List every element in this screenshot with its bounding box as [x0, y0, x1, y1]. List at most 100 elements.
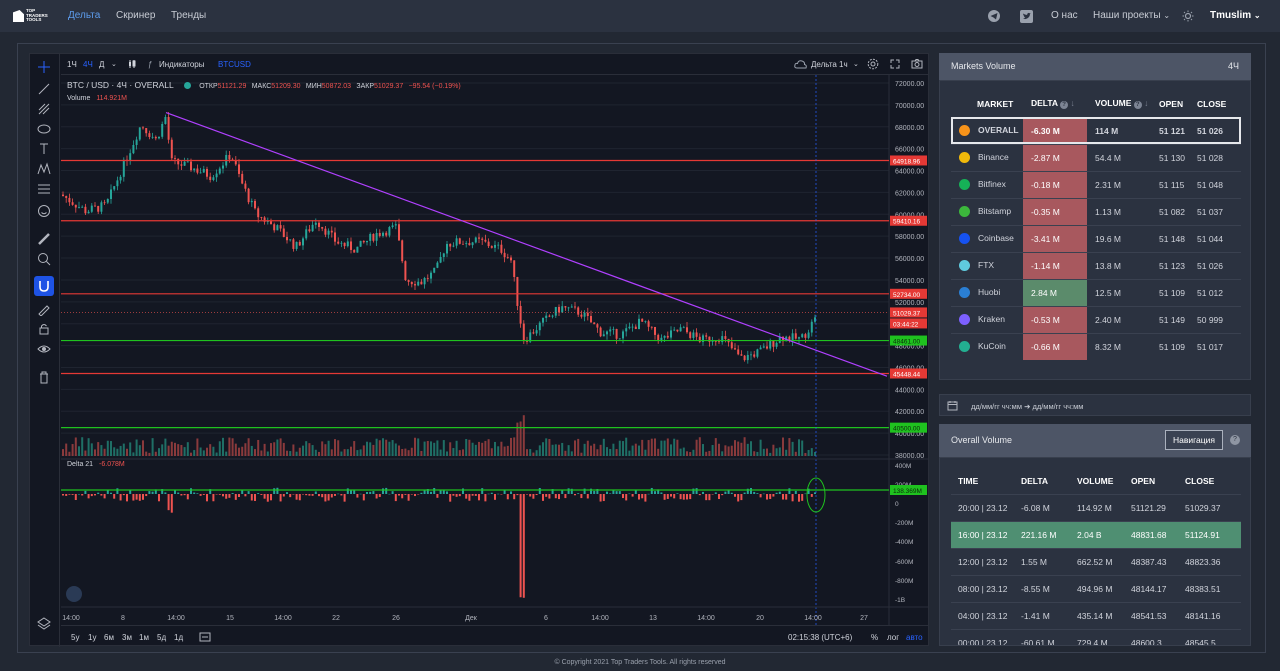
overall-row[interactable]: 20:00 | 23.12 -6.08 M 114.92 M 51121.29 5102… — [951, 493, 1241, 521]
prediction-icon[interactable] — [37, 182, 51, 196]
range-6m[interactable]: 6м — [104, 633, 114, 642]
price-chart[interactable]: 72000.00 70000.00 68000.00 66000.00 64000.00… — [61, 75, 928, 625]
candle-type-icon[interactable] — [127, 59, 137, 69]
nav-trends[interactable]: Тренды — [171, 10, 207, 21]
fullscreen-icon[interactable] — [890, 59, 900, 69]
nav-about[interactable]: О нас — [1051, 10, 1078, 21]
emoji-icon[interactable] — [37, 204, 51, 218]
username: Tmuslim — [1210, 10, 1252, 21]
help-icon[interactable]: ? — [1133, 101, 1142, 110]
date-range-icon[interactable] — [199, 632, 211, 642]
market-row[interactable]: Bitstamp -0.35 M 1.13 M 51 082 51 037 — [951, 197, 1241, 225]
pattern-icon[interactable] — [37, 162, 51, 176]
market-close: 50 999 — [1197, 305, 1241, 333]
eye-icon[interactable] — [37, 342, 51, 356]
camera-icon[interactable] — [911, 58, 923, 69]
market-row[interactable]: Binance -2.87 M 54.4 M 51 130 51 028 — [951, 143, 1241, 171]
shape-icon[interactable] — [37, 122, 51, 136]
percent-toggle[interactable]: % — [871, 633, 879, 642]
overall-row[interactable]: 16:00 | 23.12 221.16 M 2.04 B 48831.68 51124… — [951, 520, 1241, 548]
overall-row[interactable]: 12:00 | 23.12 1.55 M 662.52 M 48387.43 48823… — [951, 547, 1241, 575]
help-icon[interactable]: ? — [1230, 435, 1240, 445]
candle-body — [174, 158, 176, 159]
volume-bar — [276, 439, 279, 456]
delta-bar — [263, 494, 266, 499]
col-delta[interactable]: DELTA ? ↓ — [1023, 91, 1087, 117]
overall-time: 12:00 | 23.12 — [951, 547, 1021, 575]
indicators-button[interactable]: Индикаторы — [159, 60, 205, 69]
candle-body — [270, 221, 272, 225]
overall-row[interactable]: 00:00 | 23.12 -60.61 M 729.4 M 48600.3 48545… — [951, 628, 1241, 645]
market-row[interactable]: FTX -1.14 M 13.8 M 51 123 51 026 — [951, 251, 1241, 279]
telegram-icon[interactable] — [988, 10, 1000, 22]
clock[interactable]: 02:15:38 (UTC+6) — [788, 633, 853, 642]
market-name: OVERALL — [978, 124, 1019, 135]
date-range-input[interactable]: дд/мм/гг чч:мм ➔ дд/мм/гг чч:мм — [971, 402, 1084, 411]
delta-bar — [311, 494, 314, 496]
candle-body — [705, 335, 708, 337]
ruler-icon[interactable] — [37, 232, 51, 246]
range-1d[interactable]: 1д — [174, 633, 184, 642]
chart-area[interactable]: 72000.00 70000.00 68000.00 66000.00 64000.00… — [61, 75, 928, 625]
candle-body — [426, 277, 429, 279]
template-dropdown[interactable]: Дельта 1ч — [811, 60, 848, 69]
candle-body — [526, 341, 528, 342]
candle-body — [209, 176, 212, 180]
market-row[interactable]: OVERALL -6.30 M 114 M 51 121 51 026 — [951, 116, 1241, 144]
volume-bar — [314, 449, 317, 456]
volume-bar — [103, 448, 106, 456]
interval-day[interactable]: Д — [99, 60, 105, 69]
layers-icon[interactable] — [37, 616, 51, 630]
market-open: 51 109 — [1159, 278, 1197, 306]
trend-line-icon[interactable] — [37, 82, 51, 96]
zoom-icon[interactable] — [37, 252, 51, 266]
log-toggle[interactable]: лог — [887, 633, 900, 642]
nav-screener[interactable]: Скринер — [116, 10, 156, 21]
date-range-picker[interactable]: дд/мм/гг чч:мм ➔ дд/мм/гг чч:мм — [939, 394, 1251, 416]
delta-bar — [711, 494, 714, 495]
range-1y[interactable]: 1y — [88, 633, 97, 642]
volume-bar — [385, 439, 388, 456]
delta-bar — [142, 494, 144, 500]
range-3m[interactable]: 3м — [122, 633, 132, 642]
market-row[interactable]: KuCoin -0.66 M 8.32 M 51 109 51 017 — [951, 332, 1241, 360]
auto-toggle[interactable]: авто — [906, 633, 923, 642]
lock-drawings-pencil-icon[interactable] — [37, 302, 51, 316]
trash-icon[interactable] — [37, 370, 51, 384]
market-row[interactable]: Coinbase -3.41 M 19.6 M 51 148 51 044 — [951, 224, 1241, 252]
market-name: Bitfinex — [978, 178, 1006, 189]
nav-projects[interactable]: Наши проекты ⌄ — [1093, 0, 1170, 32]
market-open: 51 082 — [1159, 197, 1197, 225]
logo[interactable]: TOP TRADERS TOOLS — [13, 8, 51, 23]
twitter-icon[interactable] — [1020, 10, 1033, 23]
crosshair-icon[interactable] — [37, 60, 51, 74]
market-row[interactable]: Huobi 2.84 M 12.5 M 51 109 51 012 — [951, 278, 1241, 306]
text-icon[interactable] — [37, 142, 51, 156]
candle-body — [794, 333, 797, 339]
theme-toggle-sun-icon[interactable] — [1182, 10, 1194, 22]
range-5y[interactable]: 5y — [71, 633, 80, 642]
help-icon[interactable]: ? — [1060, 101, 1069, 110]
range-1m[interactable]: 1м — [139, 633, 149, 642]
interval-1h[interactable]: 1Ч — [67, 60, 77, 69]
user-menu[interactable]: Tmuslim ⌄ — [1210, 0, 1261, 32]
delta-bar — [340, 494, 343, 496]
nav-delta[interactable]: Дельта — [68, 10, 101, 21]
symbol-label[interactable]: BTCUSD — [218, 60, 251, 69]
settings-gear-icon[interactable] — [867, 58, 879, 70]
price-axis-tick: 56000.00 — [895, 256, 924, 263]
magnet-button[interactable] — [34, 276, 54, 296]
navigation-button[interactable]: Навигация — [1165, 430, 1223, 450]
interval-4h[interactable]: 4Ч — [83, 60, 93, 69]
interval-dropdown-chevron-icon[interactable]: ⌄ — [111, 61, 117, 68]
range-5d[interactable]: 5д — [157, 633, 167, 642]
col-volume[interactable]: VOLUME ? ↓ — [1087, 91, 1159, 117]
delta-bar — [388, 493, 391, 495]
market-row[interactable]: Kraken -0.53 M 2.40 M 51 149 50 999 — [951, 305, 1241, 333]
market-row[interactable]: Bitfinex -0.18 M 2.31 M 51 115 51 048 — [951, 170, 1241, 198]
overall-row[interactable]: 04:00 | 23.12 -1.41 M 435.14 M 48541.53 4814… — [951, 601, 1241, 629]
lock-icon[interactable] — [37, 322, 51, 336]
fib-icon[interactable] — [37, 102, 51, 116]
overall-row[interactable]: 08:00 | 23.12 -8.55 M 494.96 M 48144.17 4838… — [951, 574, 1241, 602]
candle-body — [148, 133, 151, 138]
